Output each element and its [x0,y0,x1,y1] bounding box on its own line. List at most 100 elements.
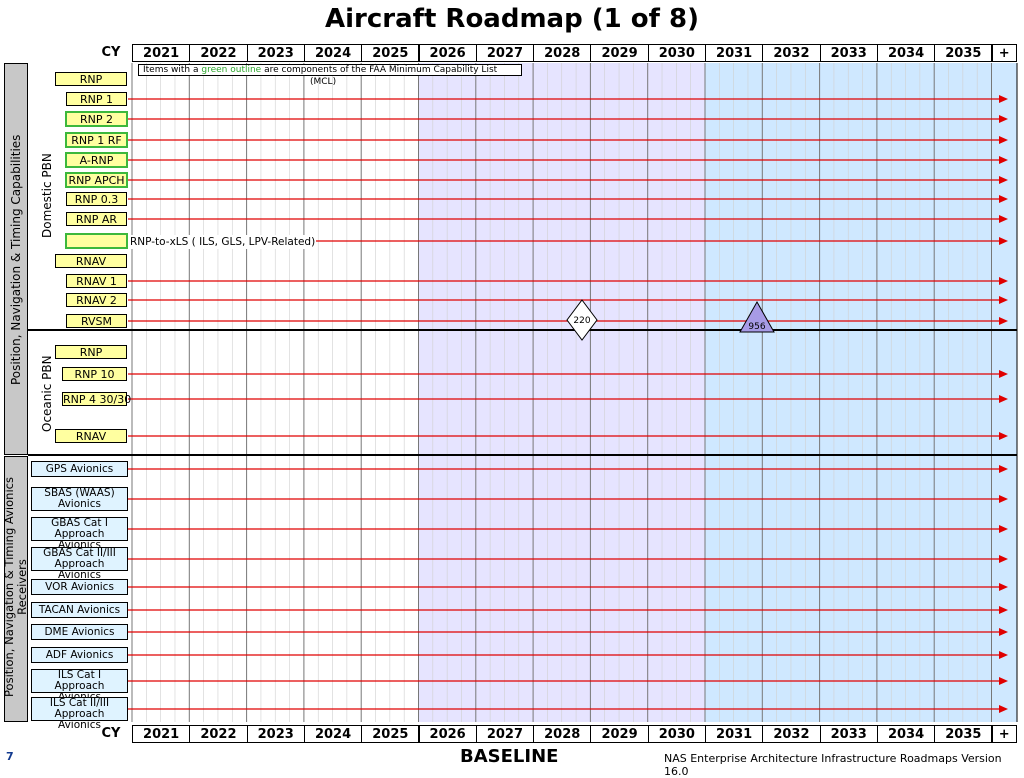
domestic-arrow-head [999,277,1008,285]
year-cell: 2028 [533,725,592,743]
year-cell: 2026 [418,725,477,743]
cy-label: CY [101,45,121,60]
year-cell: 2024 [303,725,363,743]
year-cell: 2031 [705,725,764,743]
oceanic-row-label: RNP 4 30/30 [62,392,132,406]
domestic-arrow-head [999,95,1008,103]
year-cell: 2034 [876,44,936,62]
domestic-arrow-head [999,156,1008,164]
year-cell: 2026 [418,44,477,62]
oceanic-row-label: RNP [55,345,127,359]
page-title: Aircraft Roadmap (1 of 8) [325,4,699,34]
avionics-row-label: DME Avionics [31,624,128,640]
avionics-row-label: TACAN Avionics [31,602,128,618]
avionics-arrow-head [999,677,1008,685]
note-green-text: green outline [201,65,262,75]
year-cell: 2032 [762,44,821,62]
year-cell: 2028 [533,44,592,62]
year-cell: 2034 [876,725,936,743]
rnp-to-xls-note: RNP-to-xLS ( ILS, GLS, LPV-Related) [130,235,316,249]
domestic-arrow-head [999,176,1008,184]
cy-label: CY [101,726,121,741]
year-cell: 2030 [647,44,706,62]
avionics-arrow-head [999,465,1008,473]
year-cell: 2024 [303,44,363,62]
domestic-arrow-head [999,195,1008,203]
domestic-pbn-label: Domestic PBN [40,153,54,238]
domestic-row-label: RNP 1 [66,92,127,106]
year-cell: 2032 [762,725,821,743]
year-cell: 2025 [361,725,420,743]
avionics-arrow-head [999,495,1008,503]
avionics-arrow-head [999,525,1008,533]
domestic-arrow-head [999,215,1008,223]
domestic-arrow-head [999,317,1008,325]
year-cell: 2027 [475,725,535,743]
year-cell: 2021 [132,44,191,62]
avionics-row-label: VOR Avionics [31,579,128,595]
avionics-row-label: GBAS Cat II/III Approach Avionics [31,547,128,581]
year-cell: 2035 [934,44,993,62]
avionics-row-label: SBAS (WAAS) Avionics [31,487,128,511]
avionics-arrow-head [999,555,1008,563]
avionics-row-label: GBAS Cat I Approach Avionics [31,517,128,551]
domestic-arrow-head [999,237,1008,245]
milestone-triangle [739,300,775,333]
oceanic-row-label: RNAV [55,429,127,443]
year-cell: + [991,725,1017,743]
domestic-row-label: RNAV 1 [66,274,127,288]
avionics-arrow-head [999,628,1008,636]
pnt-avionics-label-text: Position, Navigation & Timing Avionics R… [2,477,29,697]
milestone-diamond-label: 220 [573,316,590,326]
page-number: 7 [6,750,14,763]
pnt-capabilities-label: Position, Navigation & Timing Capabiliti… [9,134,23,385]
year-cell: 2035 [934,725,993,743]
year-cell: 2029 [590,725,649,743]
milestone-triangle-label: 956 [748,322,765,332]
version-label: NAS Enterprise Architecture Infrastructu… [664,752,1002,778]
note-prefix: Items with a [143,65,202,75]
year-cell: 2023 [246,725,305,743]
avionics-row-label: GPS Avionics [31,461,128,477]
year-cell: 2022 [189,44,248,62]
year-cell: 2030 [647,725,706,743]
year-cell: 2033 [819,725,878,743]
year-cell: 2021 [132,725,191,743]
domestic-row-label [65,233,128,249]
domestic-row-label: RNP 0.3 [66,192,127,206]
note-suffix: are components of the FAA Minimum Capabi… [261,65,498,75]
avionics-row-label: ILS Cat I Approach Avionics [31,669,128,703]
domestic-arrow-head [999,296,1008,304]
domestic-row-label: RNP AR [66,212,127,226]
pnt-avionics-band [4,456,28,722]
avionics-arrow-head [999,651,1008,659]
year-cell: 2031 [705,44,764,62]
avionics-arrow-head [999,705,1008,713]
domestic-row-label: RNAV 2 [66,293,127,307]
oceanic-row-label: RNP 10 [62,367,127,381]
milestone-diamond [566,299,598,341]
domestic-row-label: RNP APCH [65,172,128,188]
avionics-arrow-head [999,583,1008,591]
year-cell: 2025 [361,44,420,62]
year-cell: 2033 [819,44,878,62]
domestic-row-label: A-RNP [65,152,128,168]
domestic-row-label: RVSM [66,314,127,328]
pnt-avionics-label: Position, Navigation & Timing Avionics R… [2,477,29,697]
domestic-arrow-head [999,115,1008,123]
baseline-label: BASELINE [460,746,559,767]
oceanic-pbn-label: Oceanic PBN [40,355,54,432]
mcl-note-line2: (MCL) [310,77,337,87]
avionics-arrow-head [999,606,1008,614]
domestic-row-label: RNP 2 [65,111,128,127]
lightblue-band [705,63,1017,722]
mcl-note: Items with a green outline are component… [138,64,522,76]
domestic-row-label: RNP 1 RF [65,132,128,148]
domestic-arrow-head [999,136,1008,144]
domestic-row-label: RNAV [55,254,127,268]
year-cell: 2022 [189,725,248,743]
pnt-capabilities-band [4,63,28,455]
oceanic-arrow-head [999,370,1008,378]
avionics-row-label: ILS Cat II/III Approach Avionics [31,697,128,731]
